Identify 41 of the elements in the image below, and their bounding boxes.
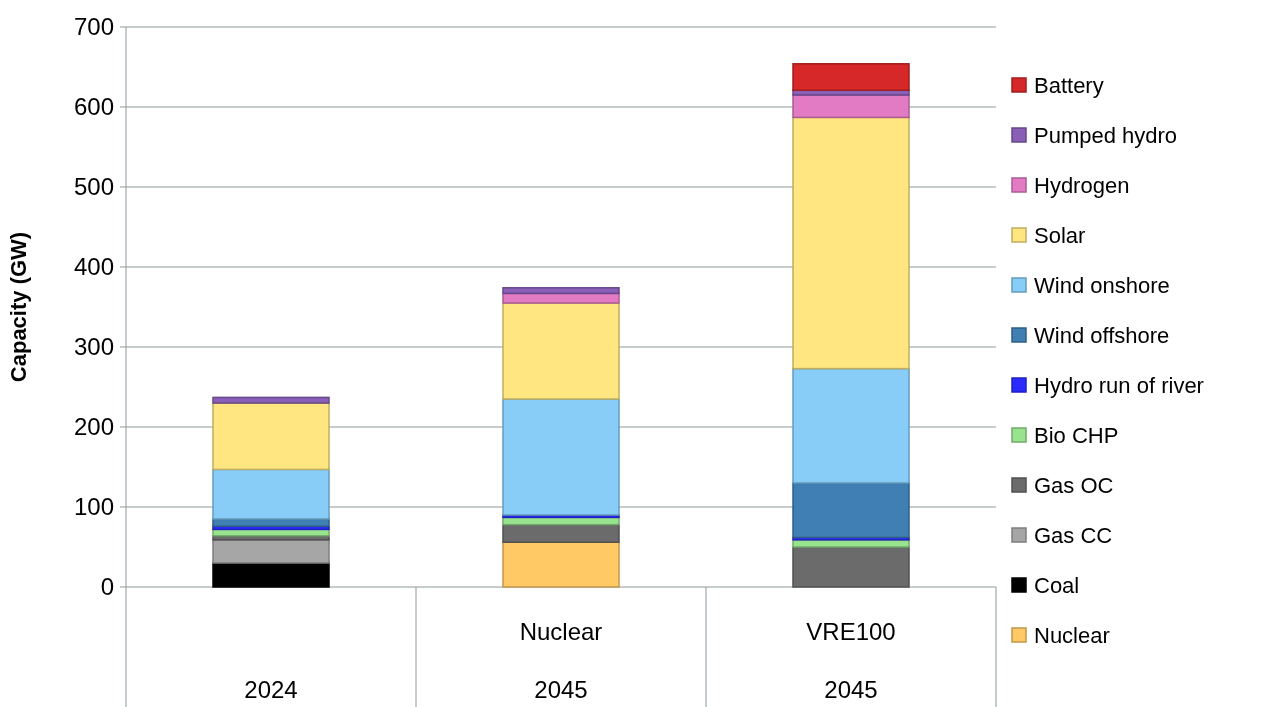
y-tick-label: 100	[73, 493, 114, 521]
y-axis-title: Capacity (GW)	[6, 231, 31, 383]
y-tick-label: 700	[73, 13, 114, 41]
legend-label: Wind offshore	[1034, 322, 1170, 348]
bar	[212, 539, 330, 564]
text: 2024	[244, 676, 298, 703]
bar	[792, 116, 910, 370]
legend-label: Solar	[1034, 222, 1086, 248]
bar	[502, 302, 620, 400]
legend-label: Gas CC	[1034, 522, 1113, 548]
text: 2045	[824, 676, 878, 703]
bar	[792, 482, 910, 539]
bar	[502, 287, 620, 295]
legend-label: Battery	[1034, 72, 1104, 98]
y-tick-label: 600	[73, 93, 114, 121]
y-tick-label: 400	[73, 253, 114, 281]
bar	[212, 402, 330, 471]
bar	[212, 468, 330, 520]
x-tick-label: VRE100	[806, 618, 896, 645]
legend-label: Bio CHP	[1034, 422, 1119, 448]
y-tick-label: 0	[100, 573, 114, 601]
bar	[792, 367, 910, 484]
legend-label: Coal	[1034, 572, 1080, 598]
legend-label: Gas OC	[1034, 472, 1114, 498]
bar	[502, 523, 620, 543]
y-tick-label: 200	[73, 413, 114, 441]
legend-label: Hydro run of river	[1034, 372, 1204, 398]
bar	[792, 63, 910, 91]
bar	[502, 541, 620, 588]
legend-label: Hydrogen	[1034, 172, 1130, 198]
bar	[212, 396, 330, 404]
legend-label: Pumped hydro	[1034, 122, 1178, 148]
bar	[502, 398, 620, 516]
legend-label: Wind onshore	[1034, 272, 1170, 298]
bar	[212, 562, 330, 588]
text: 2045	[534, 676, 588, 703]
y-tick-label: 500	[73, 173, 114, 201]
bar	[792, 546, 910, 588]
bar	[792, 94, 910, 119]
bar	[502, 292, 620, 304]
y-tick-label: 300	[73, 333, 114, 361]
